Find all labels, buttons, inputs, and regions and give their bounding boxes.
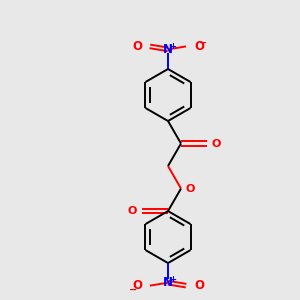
Text: O: O <box>186 184 195 194</box>
Text: O: O <box>132 40 142 53</box>
Text: O: O <box>194 279 204 292</box>
Text: O: O <box>194 40 204 53</box>
Text: N: N <box>163 276 173 289</box>
Text: +: + <box>169 275 176 284</box>
Text: −: − <box>199 38 207 47</box>
Text: O: O <box>128 206 137 216</box>
Text: +: + <box>169 42 176 51</box>
Text: N: N <box>163 43 173 56</box>
Text: −: − <box>129 285 137 295</box>
Text: O: O <box>212 139 221 148</box>
Text: O: O <box>132 279 142 292</box>
